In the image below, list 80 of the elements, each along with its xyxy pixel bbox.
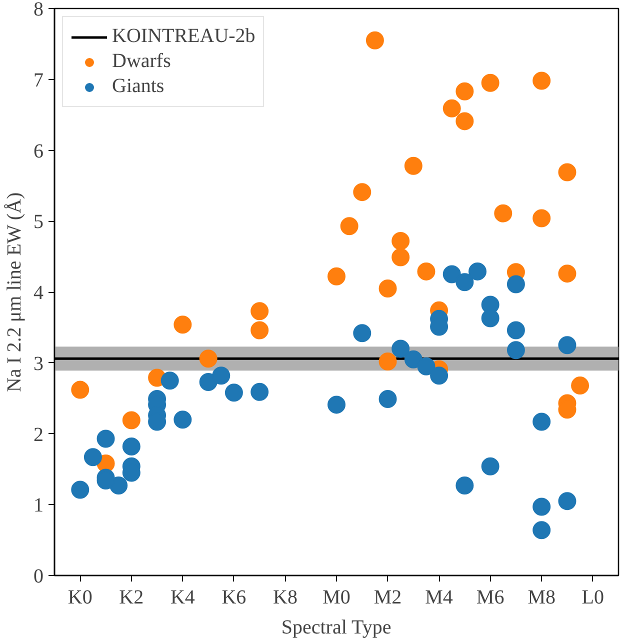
legend-label: KOINTREAU-2b	[112, 25, 256, 48]
point	[442, 265, 461, 284]
point	[353, 324, 372, 342]
point	[160, 372, 179, 390]
point	[392, 340, 410, 358]
point	[558, 336, 576, 354]
point	[417, 262, 436, 280]
point	[340, 217, 358, 236]
point	[481, 457, 500, 476]
point	[506, 341, 525, 360]
point	[558, 264, 576, 283]
point	[122, 438, 140, 456]
point	[532, 209, 551, 228]
legend-label: Giants	[112, 75, 164, 98]
y-tick-label: 7	[34, 69, 44, 92]
x-tick-label: K8	[273, 586, 298, 608]
point	[506, 275, 525, 294]
y-tick-label: 3	[34, 352, 44, 375]
point	[558, 492, 576, 510]
point	[417, 357, 436, 376]
point	[250, 302, 269, 320]
legend-label: Dwarfs	[112, 50, 171, 73]
point	[558, 163, 576, 182]
point	[378, 390, 397, 408]
y-tick-label: 4	[34, 282, 44, 304]
point	[96, 430, 115, 448]
point	[456, 82, 474, 100]
x-tick-label: K4	[170, 586, 195, 608]
point	[404, 350, 422, 368]
point	[174, 410, 192, 429]
x-tick-label: L0	[582, 586, 604, 608]
y-axis-title: Na I 2.2 μm line EW (Å)	[4, 192, 26, 392]
point	[392, 248, 410, 266]
point	[481, 74, 500, 92]
point	[494, 204, 512, 222]
point	[224, 384, 243, 402]
x-tick-label: M6	[476, 586, 504, 608]
x-tick-label: K0	[68, 586, 92, 608]
x-tick-label: M0	[322, 586, 350, 608]
x-tick-label: M4	[425, 586, 453, 608]
point	[71, 480, 90, 499]
point	[430, 366, 448, 385]
point	[71, 380, 90, 399]
point	[378, 279, 397, 298]
point	[250, 321, 269, 340]
point	[84, 448, 102, 466]
y-tick-label: 6	[34, 140, 44, 162]
point	[199, 350, 218, 368]
y-tick-label: 1	[34, 494, 44, 517]
point	[532, 72, 551, 90]
point	[328, 267, 346, 286]
x-tick-label: M2	[374, 586, 402, 608]
point	[174, 316, 192, 334]
point	[366, 31, 384, 50]
y-tick-label: 2	[34, 424, 44, 446]
point	[250, 382, 269, 401]
point	[468, 262, 486, 280]
y-tick-label: 5	[34, 211, 44, 234]
point	[506, 321, 525, 340]
point	[571, 376, 590, 395]
point	[456, 273, 474, 292]
point	[122, 411, 140, 430]
x-tick-label: M8	[528, 586, 556, 608]
point	[378, 352, 397, 370]
y-tick-label: 8	[34, 0, 44, 20]
point	[328, 396, 346, 414]
point	[456, 112, 474, 130]
y-tick-label: 0	[34, 566, 44, 588]
point	[532, 521, 551, 540]
point	[353, 183, 372, 202]
point	[392, 232, 410, 250]
x-tick-label: K2	[119, 586, 144, 608]
x-axis-title: Spectral Type	[281, 616, 392, 638]
x-tick-label: K6	[222, 586, 246, 608]
point	[212, 366, 230, 385]
point	[442, 99, 461, 118]
point	[404, 156, 422, 175]
point	[532, 412, 551, 431]
point	[532, 498, 551, 516]
point	[456, 476, 474, 494]
